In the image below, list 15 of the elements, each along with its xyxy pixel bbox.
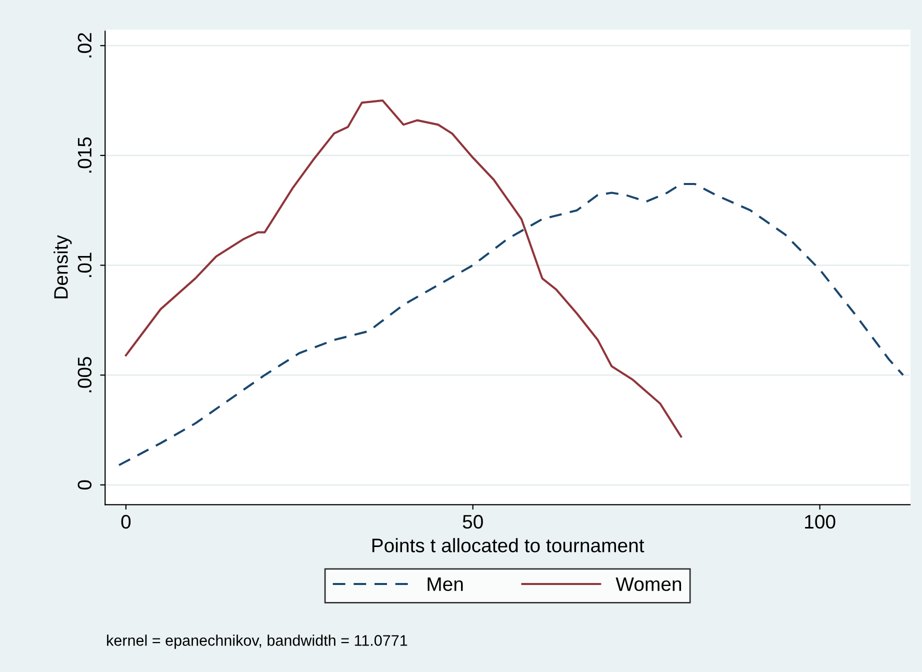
y-tick-label: 0 xyxy=(78,480,92,490)
x-tick-label: 100 xyxy=(805,514,836,529)
x-tick-label: 50 xyxy=(462,514,483,529)
legend-label: Women xyxy=(616,577,682,592)
text: kernel = epanechnikov, bandwidth = 11.0771 xyxy=(107,634,408,649)
line-series xyxy=(118,182,904,466)
legend-label: Men xyxy=(428,577,463,592)
y-tick-label: .005 xyxy=(78,356,92,392)
x-tick-label: 0 xyxy=(121,514,131,529)
y-axis-title: Density xyxy=(54,235,72,298)
x-axis-title: Points t allocated to tournament xyxy=(372,538,644,552)
line-series xyxy=(124,99,682,438)
y-tick-label: .015 xyxy=(78,137,92,173)
y-tick-label: .01 xyxy=(78,252,92,277)
y-tick-label: .02 xyxy=(78,33,92,58)
